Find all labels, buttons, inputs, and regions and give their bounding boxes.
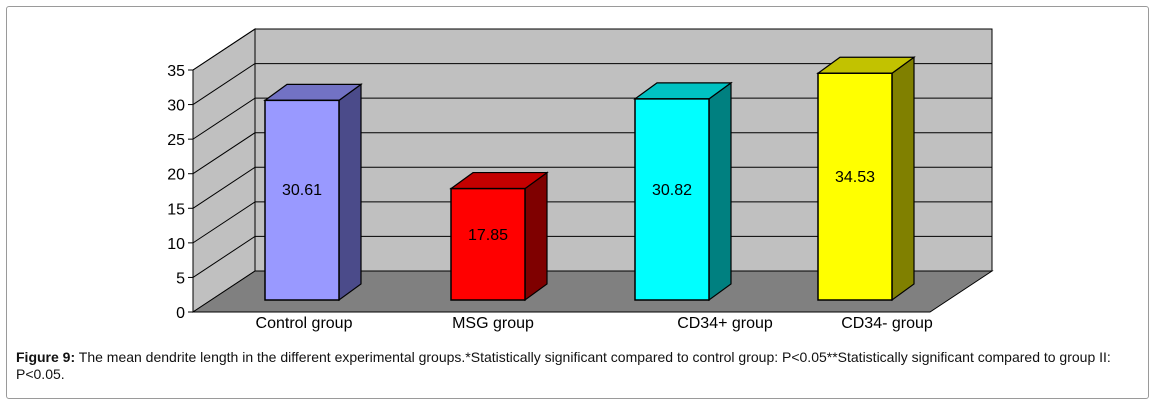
chart-bars: 30.61 17.85 30.82 34.53 <box>263 56 916 302</box>
bar-value-label: 34.53 <box>835 169 875 186</box>
gridline-diagonal <box>192 236 256 278</box>
gridline-diagonal <box>192 201 256 244</box>
floor <box>191 270 994 313</box>
y-tick-label: 25 <box>167 132 185 149</box>
chart-walls <box>191 28 994 313</box>
y-tick-label: 35 <box>167 63 185 80</box>
gridline-diagonal <box>192 63 256 105</box>
y-tick-label: 5 <box>176 270 185 287</box>
side-wall <box>192 28 256 313</box>
y-tick-label: 20 <box>167 167 185 184</box>
gridline-diagonal <box>192 28 256 71</box>
y-tick-label: 30 <box>167 98 185 115</box>
x-category-label: MSG group <box>452 315 534 332</box>
bar: 17.85 <box>449 171 549 302</box>
caption-label: Figure 9: <box>16 349 76 365</box>
bar-chart: 30.61 17.85 30.82 34.53 0 5 10 15 20 25 30 35 Cont… <box>167 28 994 332</box>
gridline-diagonal <box>192 97 256 140</box>
y-tick-label: 10 <box>167 236 185 253</box>
bar-value-label: 17.85 <box>468 227 508 244</box>
bar-value-label: 30.82 <box>652 182 692 199</box>
bar-front <box>450 187 526 301</box>
bar-front <box>634 98 710 301</box>
figure-caption: Figure 9: The mean dendrite length in th… <box>16 349 1136 383</box>
y-axis-ticks: 0 5 10 15 20 25 30 35 <box>167 63 194 322</box>
y-tick-label: 0 <box>176 305 185 322</box>
bar: 30.61 <box>263 83 363 302</box>
bar-side <box>338 83 362 302</box>
bar-side <box>524 171 548 302</box>
x-axis-labels: Control group MSG group CD34+ group CD34- g… <box>256 315 933 332</box>
caption-text: The mean dendrite length in the differen… <box>16 349 1111 382</box>
gridline-diagonal <box>192 166 256 209</box>
y-tick-label: 15 <box>167 201 185 218</box>
bar: 34.53 <box>816 56 916 302</box>
bar: 30.82 <box>633 81 733 302</box>
bar-front <box>264 99 340 301</box>
bar-value-label: 30.61 <box>282 182 322 199</box>
bar-front <box>817 72 893 301</box>
bar-side <box>708 81 732 302</box>
x-category-label: Control group <box>256 315 353 332</box>
gridline-diagonal <box>192 132 256 175</box>
x-category-label: CD34+ group <box>677 315 773 332</box>
x-category-label: CD34- group <box>841 315 933 332</box>
bar-side <box>891 56 915 302</box>
